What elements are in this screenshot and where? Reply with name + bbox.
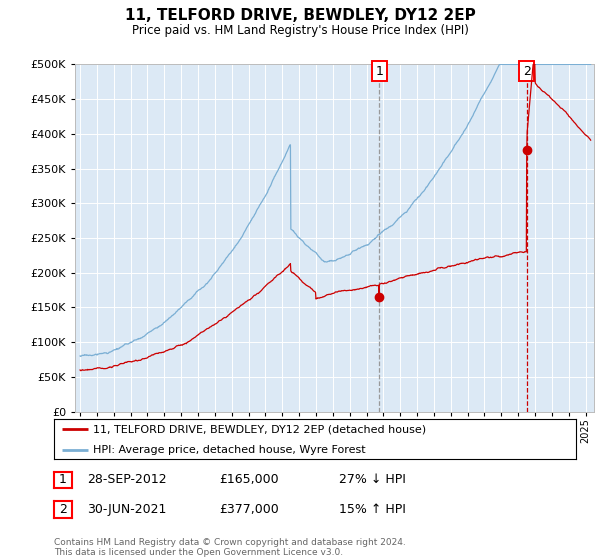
Text: 1: 1 xyxy=(375,65,383,78)
Text: 28-SEP-2012: 28-SEP-2012 xyxy=(87,473,167,487)
Text: £165,000: £165,000 xyxy=(219,473,278,487)
Text: £377,000: £377,000 xyxy=(219,503,279,516)
Text: 15% ↑ HPI: 15% ↑ HPI xyxy=(339,503,406,516)
Text: 1: 1 xyxy=(59,473,67,487)
Text: 11, TELFORD DRIVE, BEWDLEY, DY12 2EP (detached house): 11, TELFORD DRIVE, BEWDLEY, DY12 2EP (de… xyxy=(93,424,426,435)
Text: HPI: Average price, detached house, Wyre Forest: HPI: Average price, detached house, Wyre… xyxy=(93,445,366,455)
Text: Contains HM Land Registry data © Crown copyright and database right 2024.
This d: Contains HM Land Registry data © Crown c… xyxy=(54,538,406,557)
Text: 2: 2 xyxy=(523,65,530,78)
Text: 11, TELFORD DRIVE, BEWDLEY, DY12 2EP: 11, TELFORD DRIVE, BEWDLEY, DY12 2EP xyxy=(125,8,475,24)
Text: 2: 2 xyxy=(59,503,67,516)
Text: 30-JUN-2021: 30-JUN-2021 xyxy=(87,503,166,516)
Text: Price paid vs. HM Land Registry's House Price Index (HPI): Price paid vs. HM Land Registry's House … xyxy=(131,24,469,37)
Text: 27% ↓ HPI: 27% ↓ HPI xyxy=(339,473,406,487)
